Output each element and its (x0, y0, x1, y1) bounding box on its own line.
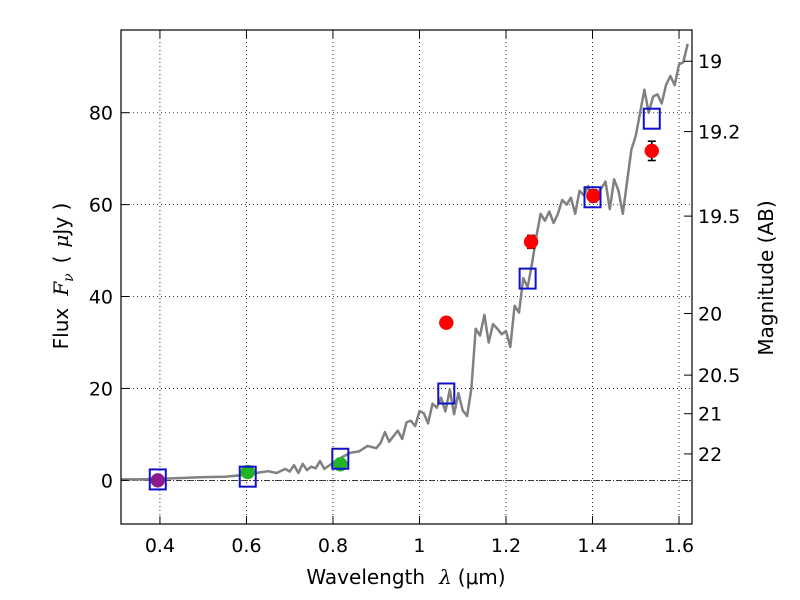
y-tick-label: 80 (89, 103, 113, 125)
mag-tick-label: 21 (698, 404, 722, 426)
x-axis-title: Wavelength λ (μm) (306, 565, 505, 589)
x-tick-label: 0.8 (318, 535, 348, 557)
magnitude-axis-ticks: 19 19.2 19.5 20 20.5 21 22 (684, 51, 740, 466)
x-tick-label: 1.2 (491, 535, 521, 557)
model-sed-line (121, 43, 689, 481)
model-squares (148, 107, 661, 491)
magnitude-axis-title: Magnitude (AB) (754, 200, 778, 355)
model-square (437, 382, 456, 405)
model-square (331, 447, 350, 470)
model-square (148, 468, 167, 491)
mag-tick-label: 19.5 (698, 206, 740, 228)
mag-tick-label: 20.5 (698, 365, 740, 387)
model-square (518, 267, 537, 290)
y-tick-label: 0 (101, 470, 113, 492)
x-tick-label: 1 (413, 535, 425, 557)
observed-point (586, 188, 601, 204)
model-square (583, 186, 602, 209)
y-axis-title: FluxFν(μJy ) (49, 203, 77, 350)
x-tick-label: 1.4 (577, 535, 607, 557)
mag-tick-label: 22 (698, 444, 722, 466)
observed-point (523, 234, 539, 250)
y-tick-label: 20 (89, 378, 113, 400)
mag-tick-label: 19.2 (698, 122, 740, 144)
observed-point (644, 143, 660, 159)
plot-frame (120, 29, 693, 525)
x-tick-label: 0.6 (231, 535, 261, 557)
y-tick-label: 40 (89, 287, 113, 309)
mag-tick-label: 20 (698, 304, 722, 326)
model-square (642, 107, 661, 130)
x-tick-label: 1.6 (664, 535, 694, 557)
mag-tick-label: 19 (698, 51, 722, 73)
observed-point (150, 473, 166, 488)
y-tick-label: 60 (89, 195, 113, 217)
y-axis-ticks: 0 20 40 60 80 (89, 103, 129, 492)
x-tick-label: 0.4 (145, 535, 175, 557)
observed-point (439, 315, 454, 330)
model-square (238, 465, 257, 488)
x-axis-ticks: 0.4 0.6 0.8 1 1.2 1.4 1.6 (145, 30, 694, 557)
